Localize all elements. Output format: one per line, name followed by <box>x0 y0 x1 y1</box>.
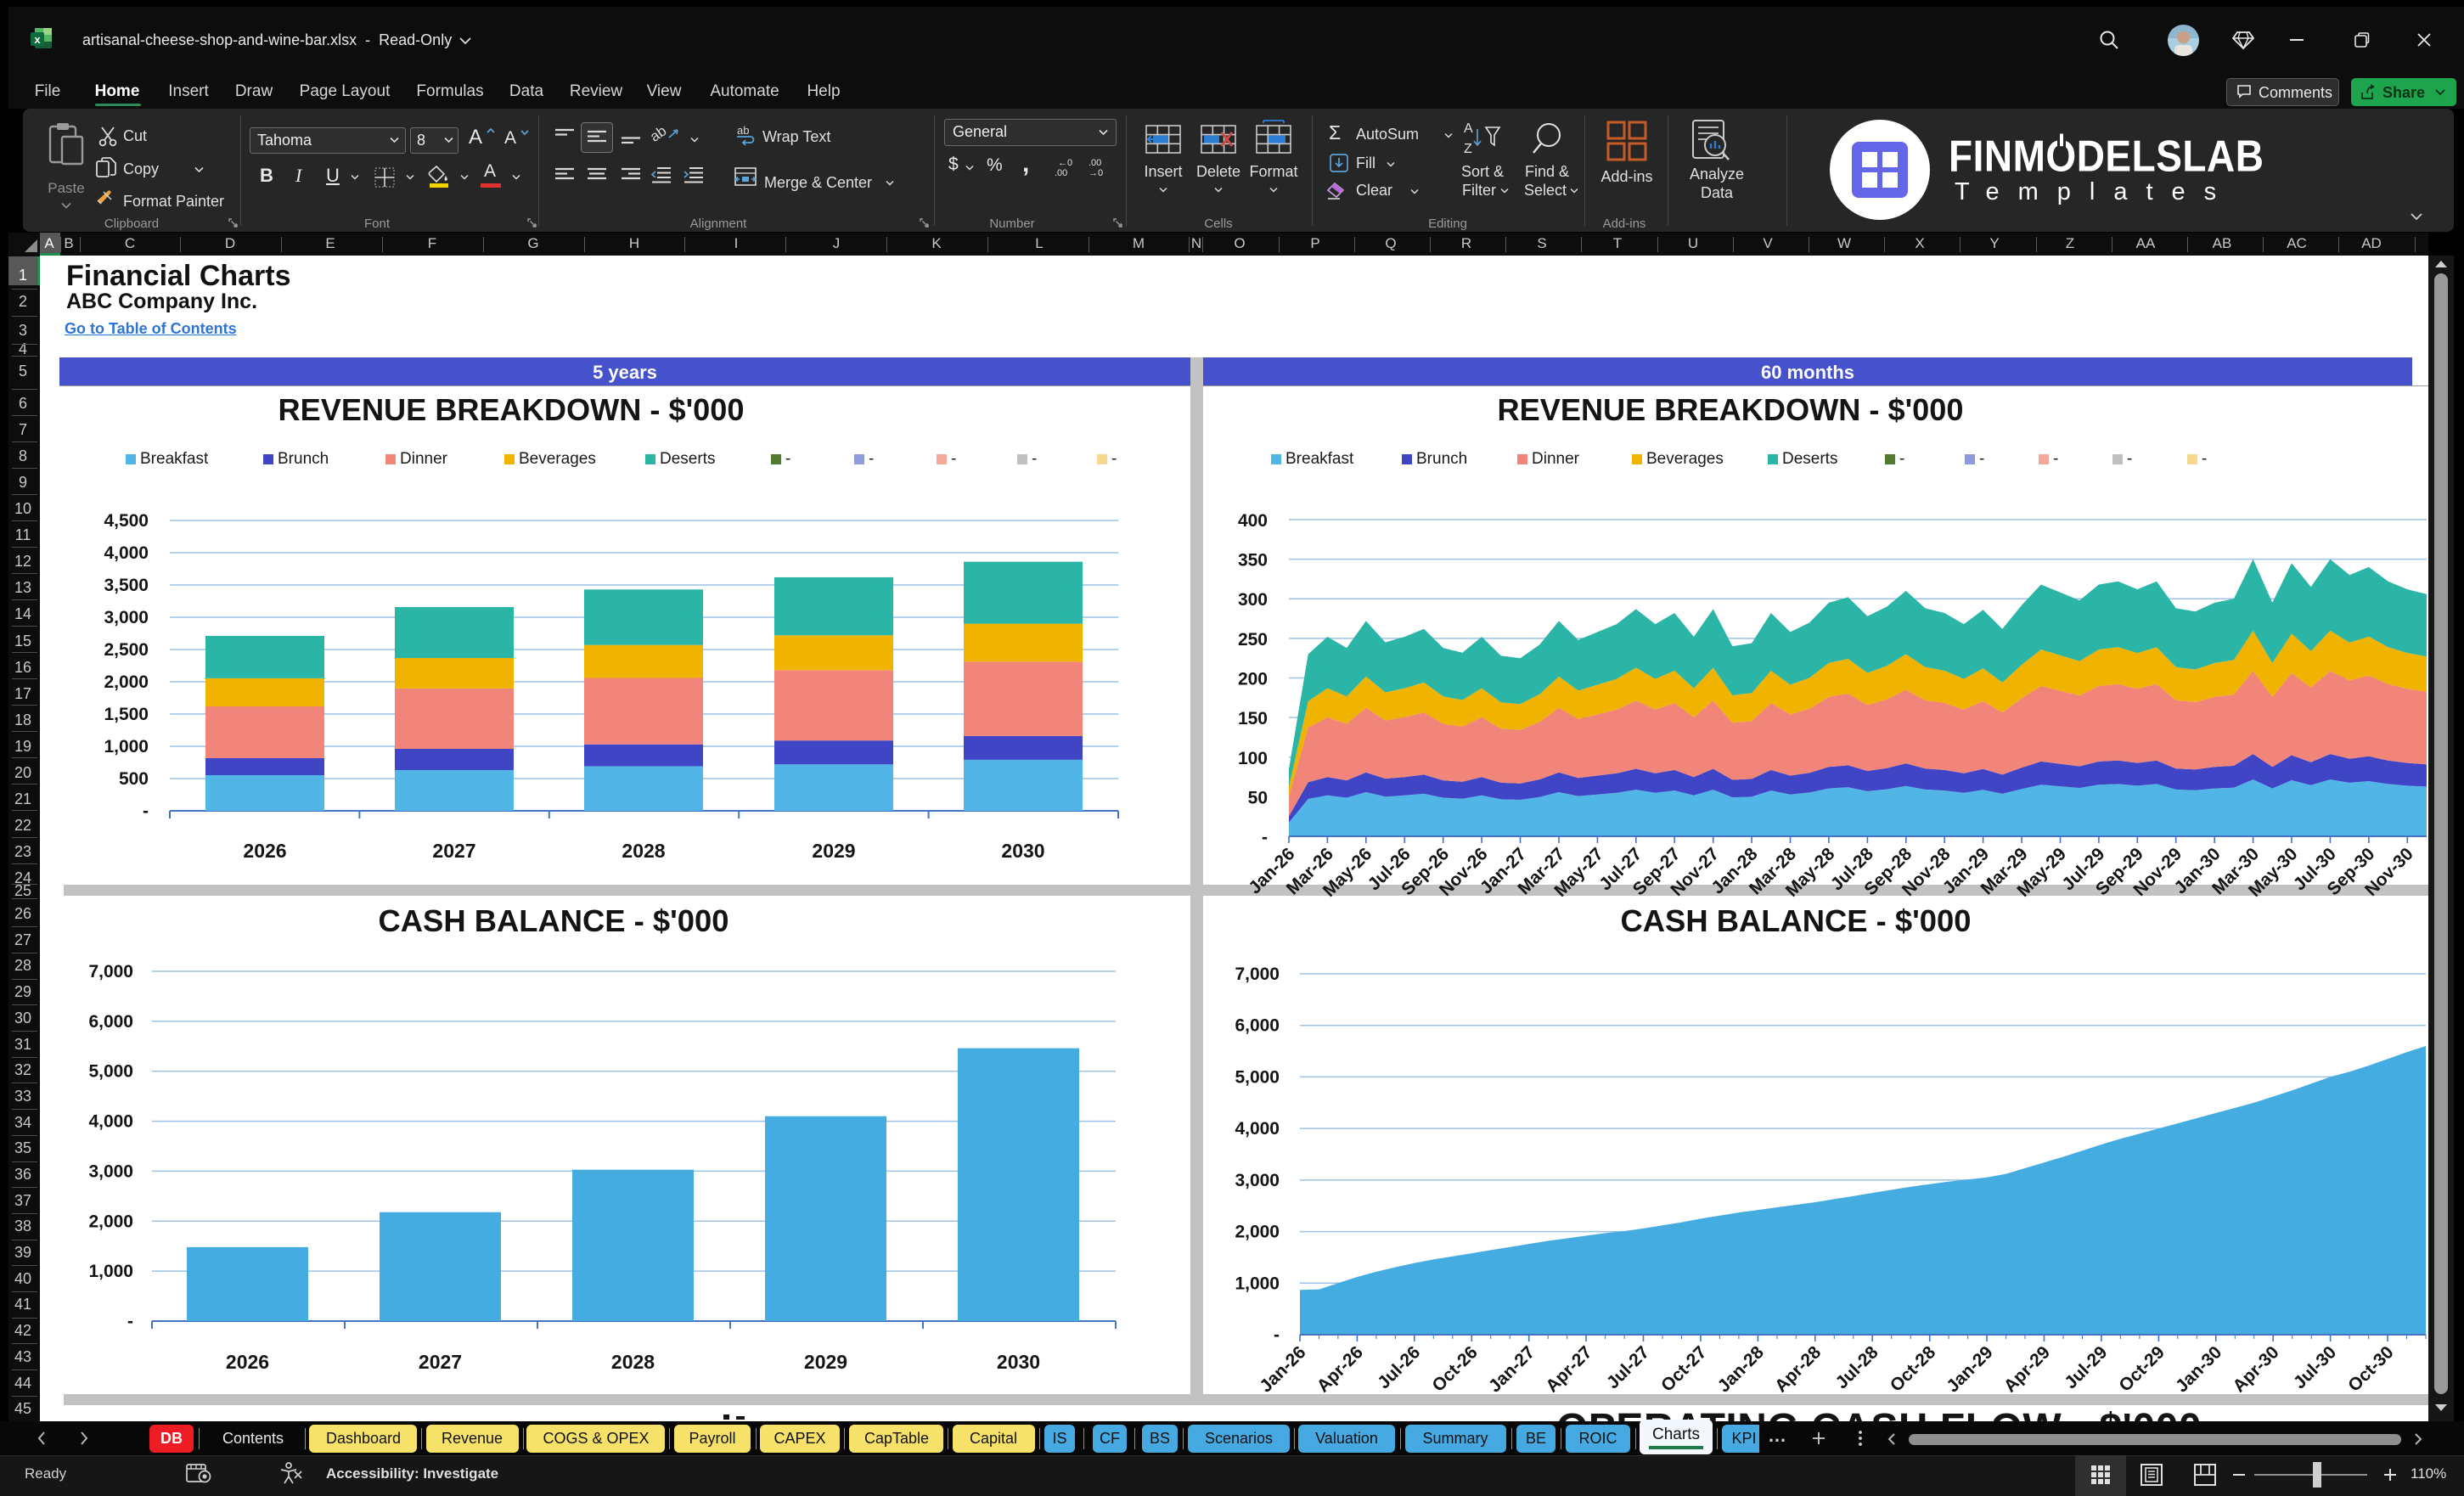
svg-text:Dinner: Dinner <box>1532 450 1580 468</box>
svg-text:Deserts: Deserts <box>1782 450 1837 468</box>
svg-text:Brunch: Brunch <box>1416 450 1467 468</box>
svg-text:Jan-26: Jan-26 <box>1256 1342 1309 1396</box>
svg-text:-: - <box>1262 828 1268 847</box>
svg-text:-: - <box>1899 450 1904 468</box>
svg-text:Jan-29: Jan-29 <box>1943 1342 1996 1396</box>
svg-text:6,000: 6,000 <box>88 1012 133 1032</box>
svg-text:150: 150 <box>1238 709 1268 728</box>
svg-text:-: - <box>1032 450 1037 468</box>
svg-text:50: 50 <box>1248 788 1268 807</box>
svg-text:REVENUE BREAKDOWN - $'000: REVENUE BREAKDOWN - $'000 <box>1498 392 1964 427</box>
svg-text:Apr-26: Apr-26 <box>1314 1342 1367 1396</box>
svg-text:2028: 2028 <box>622 840 665 862</box>
svg-text:1,500: 1,500 <box>104 705 149 724</box>
svg-text:2026: 2026 <box>243 840 286 862</box>
svg-text:3,000: 3,000 <box>1235 1171 1280 1190</box>
svg-text:Oct-26: Oct-26 <box>1428 1342 1481 1395</box>
svg-text:.00: .00 <box>1089 158 1101 168</box>
svg-text:4,000: 4,000 <box>104 543 149 563</box>
svg-text:3,500: 3,500 <box>104 576 149 595</box>
svg-text:-: - <box>143 801 149 821</box>
svg-text:2028: 2028 <box>611 1351 655 1373</box>
svg-text:300: 300 <box>1238 590 1268 610</box>
svg-text:REVENUE BREAKDOWN - $'000: REVENUE BREAKDOWN - $'000 <box>278 392 745 427</box>
svg-text:2030: 2030 <box>997 1351 1040 1373</box>
svg-text:3,000: 3,000 <box>104 608 149 627</box>
svg-text:7,000: 7,000 <box>1235 965 1280 984</box>
svg-text:2,000: 2,000 <box>1235 1223 1280 1242</box>
svg-text:Jan-30: Jan-30 <box>2172 1342 2225 1396</box>
svg-text:-: - <box>2053 450 2058 468</box>
svg-text:2026: 2026 <box>226 1351 269 1373</box>
svg-text:x: x <box>34 33 41 46</box>
svg-text:2,500: 2,500 <box>104 640 149 660</box>
svg-text:2029: 2029 <box>812 840 855 862</box>
svg-text:-: - <box>785 450 790 468</box>
svg-text:2030: 2030 <box>1001 840 1044 862</box>
svg-text:2027: 2027 <box>419 1351 462 1373</box>
svg-text:500: 500 <box>119 769 149 789</box>
svg-text:Z: Z <box>1464 142 1472 156</box>
svg-text:4,000: 4,000 <box>1235 1119 1280 1139</box>
svg-text:Oct-29: Oct-29 <box>2115 1342 2168 1395</box>
svg-text:-: - <box>127 1312 133 1331</box>
svg-text:1,000: 1,000 <box>1235 1274 1280 1293</box>
svg-text:CASH BALANCE - $'000: CASH BALANCE - $'000 <box>379 903 729 938</box>
svg-text:2027: 2027 <box>432 840 475 862</box>
svg-text:Apr-28: Apr-28 <box>1771 1342 1825 1397</box>
svg-text:←0: ←0 <box>1058 158 1072 168</box>
svg-text:Deserts: Deserts <box>660 450 715 468</box>
svg-text:Breakfast: Breakfast <box>140 450 209 468</box>
svg-text:-: - <box>1274 1325 1280 1345</box>
svg-text:Jan-27: Jan-27 <box>1485 1342 1539 1396</box>
svg-text:4,000: 4,000 <box>88 1112 133 1132</box>
svg-text:-: - <box>1111 450 1117 468</box>
svg-text:7,000: 7,000 <box>88 962 133 981</box>
svg-text:Jul-26: Jul-26 <box>1374 1342 1424 1392</box>
svg-text:400: 400 <box>1238 511 1268 531</box>
svg-text:5,000: 5,000 <box>88 1062 133 1082</box>
svg-text:6,000: 6,000 <box>1235 1016 1280 1036</box>
svg-text:Apr-30: Apr-30 <box>2229 1342 2282 1396</box>
svg-text:2,000: 2,000 <box>104 672 149 692</box>
svg-text:Oct-28: Oct-28 <box>1887 1342 1940 1396</box>
svg-text:-: - <box>951 450 956 468</box>
svg-text:Jul-30: Jul-30 <box>2290 1342 2340 1392</box>
svg-text:Jan-28: Jan-28 <box>1714 1342 1769 1397</box>
svg-text:Beverages: Beverages <box>1646 450 1724 468</box>
svg-text:-: - <box>869 450 874 468</box>
svg-text:250: 250 <box>1238 630 1268 650</box>
svg-text:1,000: 1,000 <box>104 737 149 756</box>
svg-text:-: - <box>2202 450 2207 468</box>
svg-text:2029: 2029 <box>804 1351 847 1373</box>
svg-text:100: 100 <box>1238 749 1268 768</box>
svg-text:Oct-30: Oct-30 <box>2344 1342 2397 1395</box>
svg-text:Beverages: Beverages <box>519 450 596 468</box>
svg-text:Jul-28: Jul-28 <box>1832 1342 1882 1392</box>
svg-text:Breakfast: Breakfast <box>1285 450 1354 468</box>
svg-text:Jul-29: Jul-29 <box>2061 1342 2111 1392</box>
svg-text:CASH BALANCE - $'000: CASH BALANCE - $'000 <box>1621 903 1972 938</box>
svg-text:Apr-27: Apr-27 <box>1542 1342 1595 1396</box>
svg-text:350: 350 <box>1238 551 1268 571</box>
svg-text:2,000: 2,000 <box>88 1212 133 1231</box>
svg-text:Brunch: Brunch <box>278 450 329 468</box>
svg-text:.00: .00 <box>1055 168 1067 178</box>
svg-text:→0: →0 <box>1089 168 1103 178</box>
svg-text:A: A <box>1464 121 1473 136</box>
svg-text:-: - <box>2127 450 2132 468</box>
svg-text:200: 200 <box>1238 670 1268 689</box>
svg-text:Oct-27: Oct-27 <box>1657 1342 1710 1395</box>
svg-text:Dinner: Dinner <box>400 450 448 468</box>
svg-text:-: - <box>1979 450 1984 468</box>
svg-text:3,000: 3,000 <box>88 1161 133 1181</box>
svg-text:1,000: 1,000 <box>88 1262 133 1281</box>
svg-text:4,500: 4,500 <box>104 511 149 531</box>
svg-text:Jul-27: Jul-27 <box>1603 1342 1653 1392</box>
svg-text:Apr-29: Apr-29 <box>2000 1342 2054 1396</box>
svg-text:5,000: 5,000 <box>1235 1067 1280 1087</box>
